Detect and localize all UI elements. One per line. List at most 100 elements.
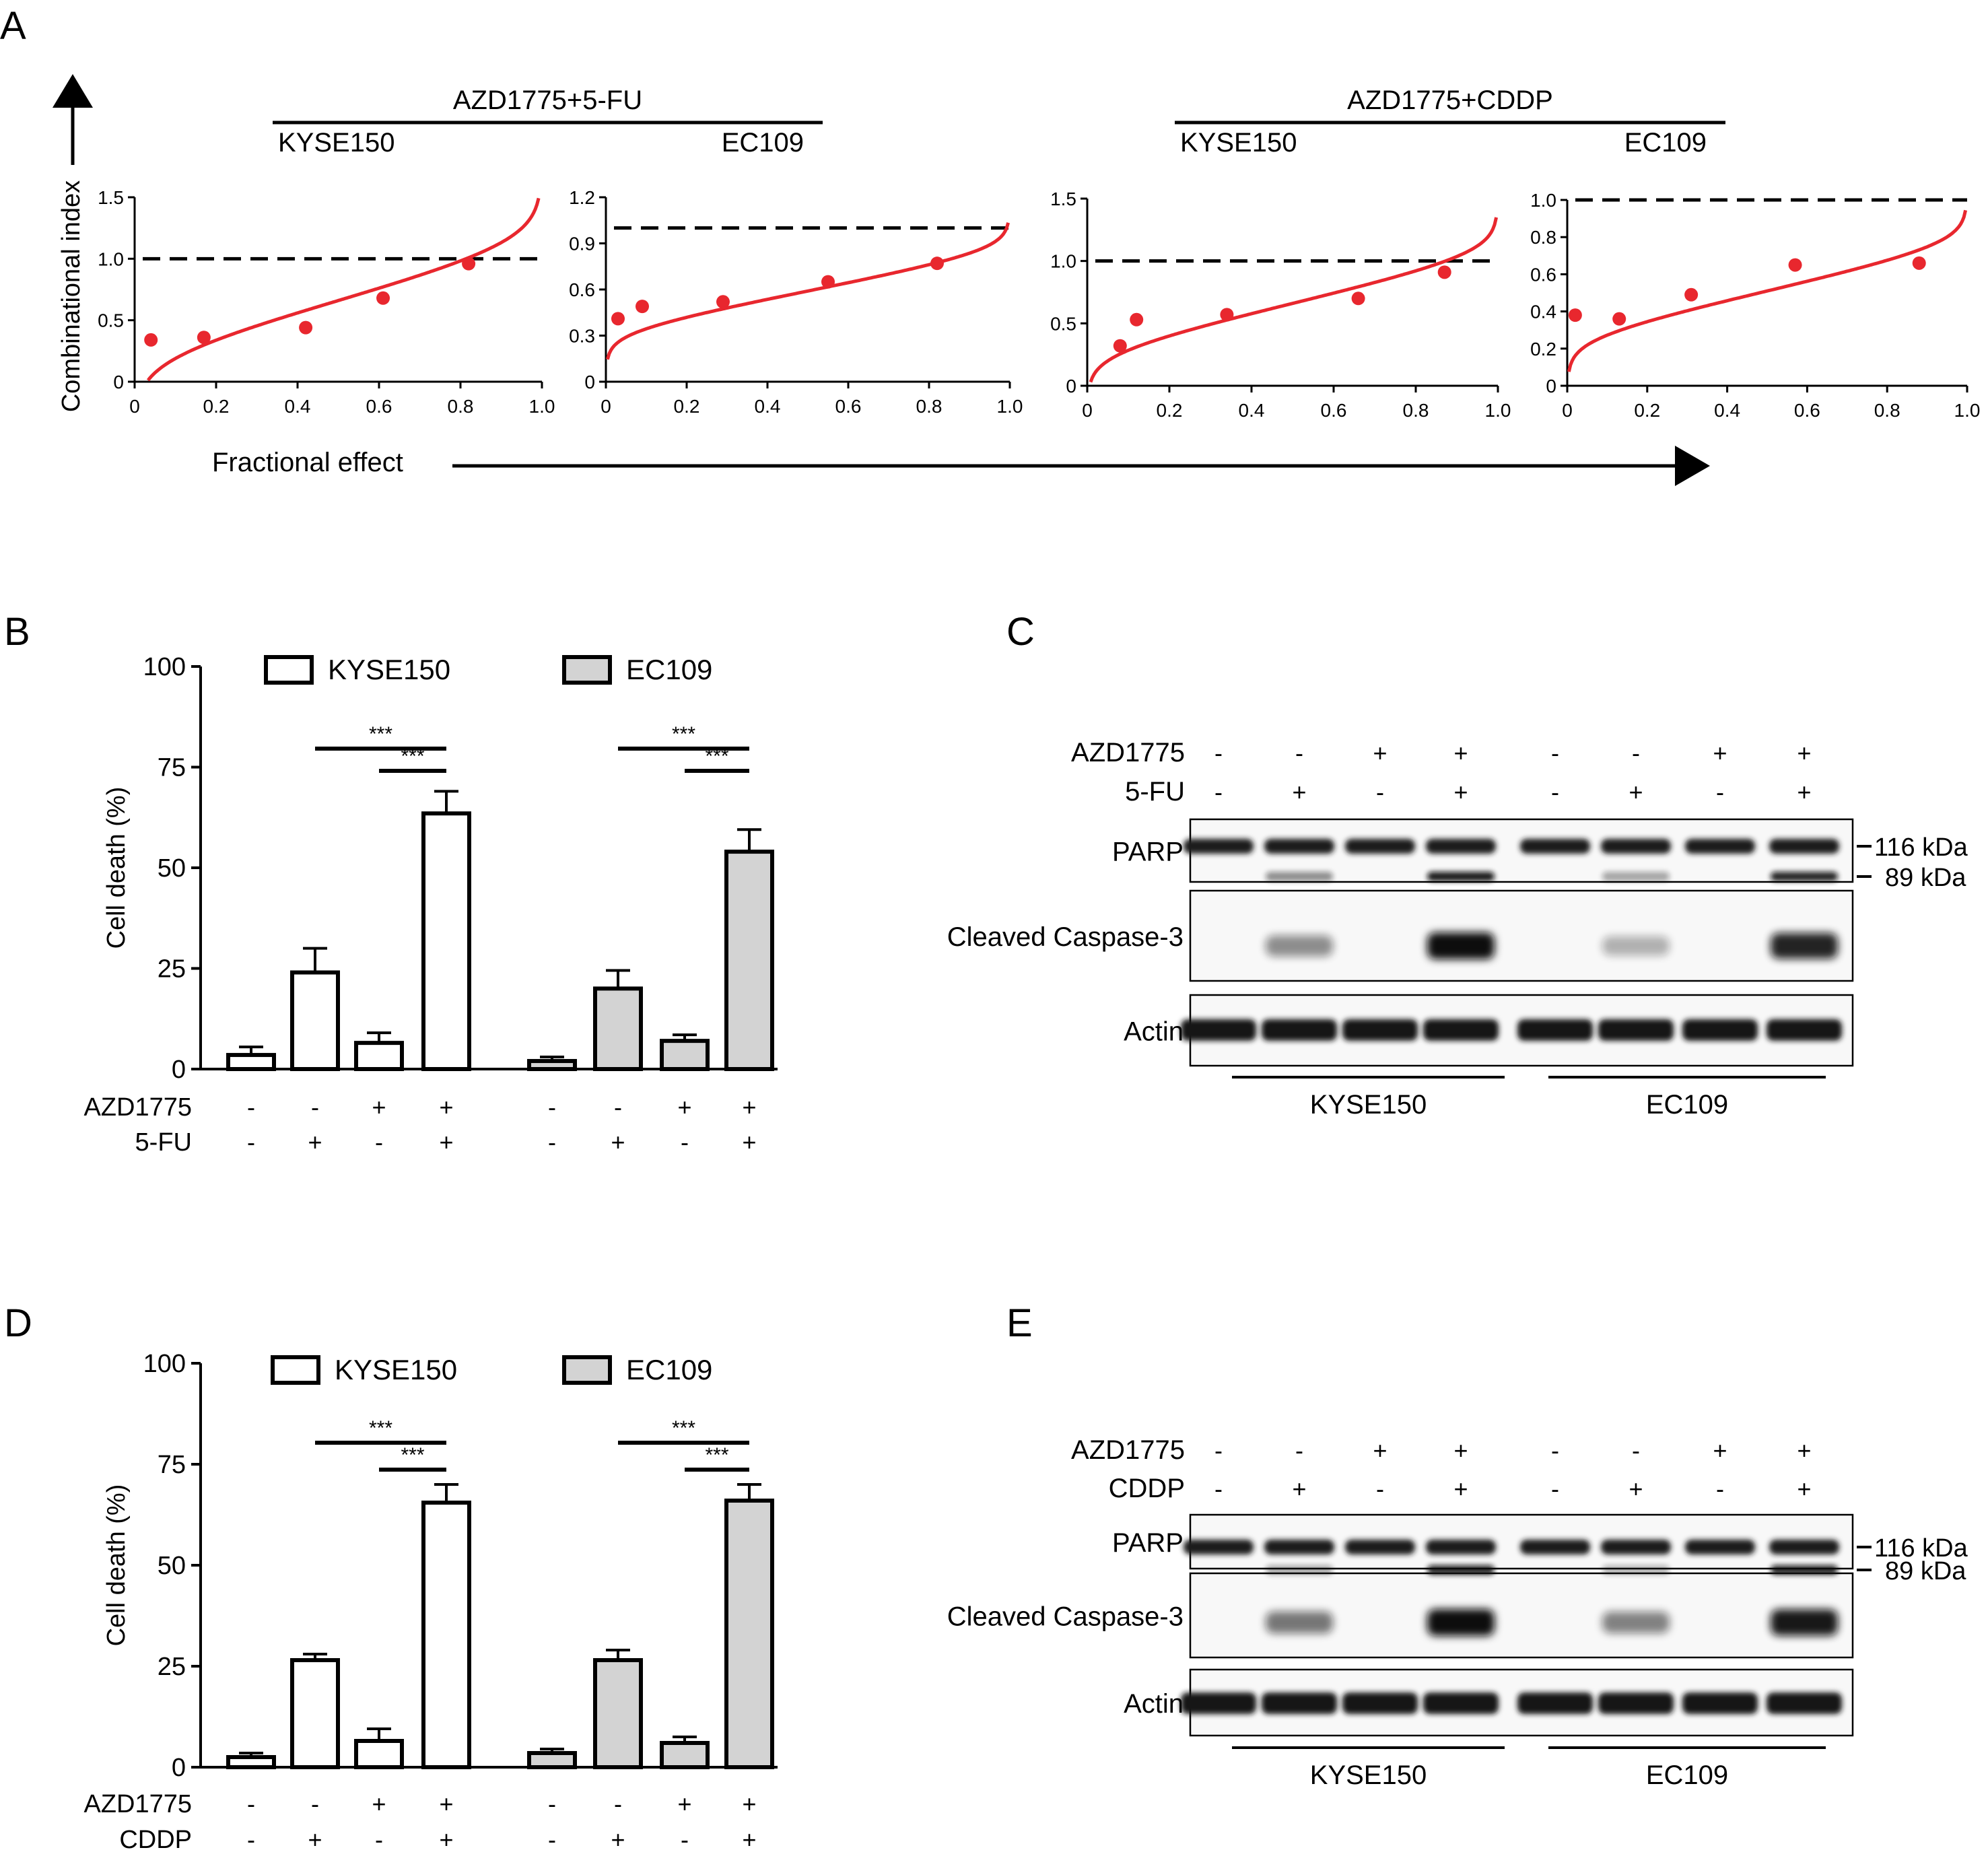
treatment-sign: +: [439, 1128, 453, 1156]
treatment-label: CDDP: [119, 1826, 192, 1850]
y-axis-label: Cell death (%): [102, 1484, 131, 1647]
parp-cleaved-band: [1266, 1565, 1333, 1575]
data-point: [1684, 287, 1699, 302]
treatment-sign: -: [548, 1093, 556, 1121]
y-tick-label: 0.3: [569, 326, 595, 347]
treatment-sign: -: [247, 1790, 255, 1818]
actin-band: [1342, 1019, 1418, 1041]
parp-full-band: [1769, 1540, 1839, 1554]
x-tick-label: 0.4: [755, 396, 781, 417]
data-point: [930, 256, 944, 271]
actin-band: [1262, 1019, 1337, 1041]
panel-e-western-blot: AZD1775 - - + + - - + + CDDP - + - + - + - + PARP Cleaved C…: [947, 1435, 1968, 1790]
combo-cell-label-2-1: KYSE150: [1180, 128, 1297, 158]
actin-band: [1682, 1019, 1758, 1041]
caspase-band: [1266, 935, 1333, 957]
bar-kyse150-1: [226, 1755, 276, 1769]
treatment-label: 5-FU: [135, 1128, 192, 1157]
treatment-label: 5-FU: [1125, 777, 1185, 807]
treatment-sign: -: [548, 1826, 556, 1850]
y-tick-label: 1.0: [98, 248, 124, 269]
data-point: [1437, 265, 1451, 279]
y-axis-label: Cell death (%): [102, 787, 131, 949]
y-tick-label: 1.5: [98, 187, 124, 208]
ci-plot-1: 0 0.5 1.0 1.5 0 0.2 0.4 0.6 0.8 1.0: [98, 187, 555, 417]
treatment-sign: -: [1632, 739, 1640, 767]
x-tick-label: 0: [129, 396, 140, 417]
treatment-sign: +: [611, 1826, 625, 1850]
treatment-sign: -: [247, 1128, 255, 1156]
ci-plot-4: 0 0.2 0.4 0.6 0.8 1.0 0 0.2 0.4 0.6 0.8 1.0: [1530, 190, 1980, 421]
y-tick-label: 0.6: [1530, 264, 1556, 285]
treatment-sign: -: [681, 1128, 689, 1156]
y-tick-label: 75: [158, 754, 186, 782]
y-tick-label: 1.0: [1050, 251, 1076, 272]
caspase-band: [1266, 1611, 1333, 1634]
treatment-sign: -: [1716, 778, 1724, 806]
y-tick-label: 0: [172, 1754, 186, 1782]
y-tick-label: 25: [158, 955, 186, 984]
panel-d-bar-chart: 0 25 50 75 100 Cell death (%) KYSE150 EC109 *** *…: [83, 1350, 778, 1850]
bar-kyse150-2: [290, 970, 340, 1071]
parp-full-band: [1520, 1540, 1590, 1554]
caspase-band: [1771, 1609, 1838, 1636]
legend-label: KYSE150: [335, 1354, 457, 1385]
fit-curve: [606, 222, 1010, 360]
treatment-sign: -: [1551, 1437, 1559, 1464]
significance-label: ***: [401, 1444, 424, 1466]
treatment-sign: -: [1551, 778, 1559, 806]
x-tick-label: 0.8: [1403, 400, 1429, 421]
bar-ec109-4: [724, 850, 774, 1071]
treatment-sign: +: [1292, 1475, 1306, 1503]
ci-plot-2: 0 0.3 0.6 0.9 1.2 0 0.2 0.4 0.6 0.8 1.0: [569, 187, 1023, 417]
significance-label: ***: [369, 1417, 392, 1439]
x-tick-label: 1.0: [1485, 400, 1511, 421]
bar-kyse150-4: [421, 1501, 471, 1769]
actin-band: [1598, 1019, 1674, 1041]
caspase-band: [1602, 936, 1670, 956]
legend-swatch: [562, 655, 612, 685]
x-axis-label: Fractional effect: [212, 448, 403, 477]
y-tick-label: 50: [158, 1552, 186, 1580]
cell-line-label: EC109: [1646, 1090, 1728, 1120]
treatment-sign: -: [1214, 739, 1223, 767]
treatment-sign: -: [1716, 1475, 1724, 1503]
treatment-sign: +: [1629, 1475, 1643, 1503]
treatment-sign: +: [1453, 1437, 1468, 1464]
treatment-sign: +: [1797, 1475, 1811, 1503]
y-axis-label: Combinational index: [57, 180, 85, 412]
bar-kyse150-1: [226, 1053, 276, 1071]
actin-band: [1181, 1692, 1256, 1714]
treatment-sign: +: [1292, 778, 1306, 806]
bar-kyse150-3: [354, 1041, 404, 1072]
marker-116-label: 116 kDa: [1874, 833, 1968, 862]
data-point: [299, 320, 313, 335]
treatment-sign: +: [742, 1790, 756, 1818]
actin-band: [1181, 1019, 1256, 1041]
treatment-sign: -: [548, 1128, 556, 1156]
treatment-sign: +: [1373, 1437, 1387, 1464]
actin-band: [1423, 1019, 1499, 1041]
x-tick-label: 0.6: [1321, 400, 1347, 421]
y-tick-label: 100: [143, 1350, 186, 1378]
treatment-sign: +: [677, 1790, 691, 1818]
data-point: [376, 291, 390, 305]
parp-cleaved-band: [1602, 1565, 1670, 1575]
legend-label: KYSE150: [328, 654, 450, 685]
actin-band: [1342, 1692, 1418, 1714]
bar-kyse150-4: [421, 811, 471, 1072]
data-point: [611, 312, 625, 326]
parp-cleaved-band: [1602, 872, 1670, 881]
panel-c-letter: C: [1006, 610, 1035, 654]
data-point: [1612, 312, 1626, 326]
data-point: [1113, 339, 1127, 353]
y-tick-label: 0: [584, 372, 595, 392]
parp-full-band: [1345, 1540, 1415, 1554]
bar-ec109-3: [660, 1741, 710, 1769]
panel-b-bar-chart: 0 25 50 75 100 Cell death (%) KYSE150 EC109 *** *…: [83, 653, 778, 1157]
legend-swatch: [562, 1355, 612, 1385]
parp-full-band: [1184, 839, 1254, 854]
treatment-sign: +: [611, 1128, 625, 1156]
actin-band-label: Actin: [1124, 1689, 1184, 1719]
treatment-sign: -: [1376, 778, 1384, 806]
